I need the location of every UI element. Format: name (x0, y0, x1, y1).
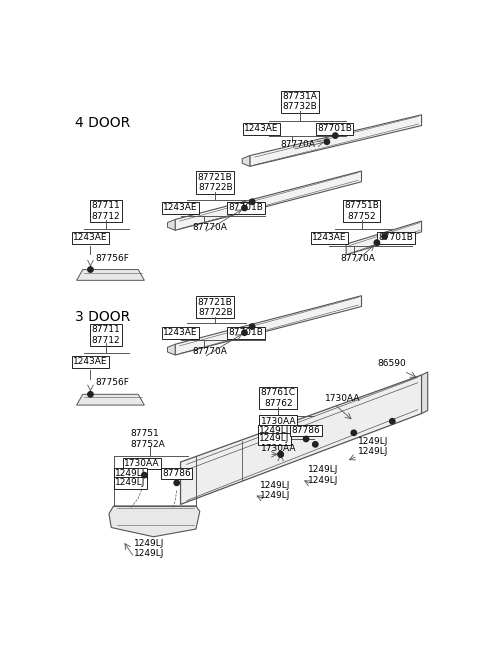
Text: 87751
87752A: 87751 87752A (131, 429, 165, 449)
Text: 87701B: 87701B (317, 124, 352, 133)
Text: 1730AA: 1730AA (261, 417, 296, 426)
Polygon shape (175, 171, 361, 231)
Text: 1249LJ
1249LJ: 1249LJ 1249LJ (260, 481, 290, 500)
Circle shape (88, 392, 93, 397)
Text: 1249LJ: 1249LJ (259, 434, 289, 443)
Text: 1249LJ: 1249LJ (115, 469, 146, 478)
Polygon shape (346, 221, 421, 255)
Circle shape (242, 205, 247, 211)
Text: 1243AE: 1243AE (73, 233, 108, 242)
Circle shape (333, 133, 338, 138)
Circle shape (382, 234, 387, 239)
Circle shape (250, 199, 255, 204)
Circle shape (390, 419, 395, 424)
Text: 1730AA: 1730AA (262, 443, 297, 453)
Text: 87701B: 87701B (228, 328, 264, 337)
Circle shape (303, 436, 309, 441)
Text: 87711
87712: 87711 87712 (92, 326, 120, 345)
Circle shape (312, 441, 318, 447)
Text: 87721B
87722B: 87721B 87722B (198, 297, 233, 317)
Polygon shape (168, 345, 175, 355)
Text: 1243AE: 1243AE (163, 328, 198, 337)
Circle shape (324, 139, 330, 145)
Text: 87756F: 87756F (96, 253, 130, 263)
Text: 86590: 86590 (377, 359, 406, 368)
Text: 87756F: 87756F (96, 378, 130, 387)
Text: 1243AE: 1243AE (163, 204, 198, 212)
Text: 87761C
87762: 87761C 87762 (261, 388, 296, 408)
Polygon shape (250, 115, 421, 166)
Text: 4 DOOR: 4 DOOR (75, 116, 130, 130)
Text: 1249LJ
1249LJ: 1249LJ 1249LJ (308, 466, 338, 485)
Polygon shape (175, 296, 361, 355)
Circle shape (88, 267, 93, 272)
Text: 1249LJ: 1249LJ (259, 426, 289, 435)
Text: 87731A
87732B: 87731A 87732B (282, 92, 317, 111)
Polygon shape (109, 506, 200, 536)
Text: 87770A: 87770A (341, 253, 375, 263)
Circle shape (278, 452, 283, 457)
Text: 87751B
87752: 87751B 87752 (344, 201, 379, 221)
Text: 1249LJ
1249LJ: 1249LJ 1249LJ (358, 437, 388, 457)
Polygon shape (180, 375, 421, 504)
Text: 87786: 87786 (292, 426, 321, 435)
Polygon shape (77, 270, 144, 280)
Polygon shape (77, 394, 144, 405)
Text: 1243AE: 1243AE (73, 358, 108, 366)
Circle shape (374, 240, 380, 246)
Text: 87711
87712: 87711 87712 (92, 201, 120, 221)
Polygon shape (421, 372, 428, 413)
Text: 87770A: 87770A (192, 347, 227, 356)
Text: 87701B: 87701B (228, 204, 264, 212)
Text: 87701B: 87701B (379, 233, 414, 242)
Text: 1730AA: 1730AA (124, 459, 160, 468)
Circle shape (351, 430, 357, 436)
Polygon shape (242, 156, 250, 166)
Text: 87786: 87786 (162, 469, 191, 478)
Text: 1243AE: 1243AE (244, 124, 279, 133)
Circle shape (242, 330, 247, 335)
Text: 87770A: 87770A (192, 223, 227, 232)
Text: 1730AA: 1730AA (325, 394, 361, 403)
Text: 1249LJ: 1249LJ (115, 478, 146, 487)
Circle shape (278, 452, 283, 457)
Text: 1243AE: 1243AE (312, 233, 347, 242)
Polygon shape (168, 219, 175, 231)
Circle shape (142, 472, 147, 478)
Circle shape (250, 324, 255, 329)
Text: 1249LJ
1249LJ: 1249LJ 1249LJ (134, 538, 165, 558)
Text: 87770A: 87770A (281, 140, 315, 149)
Circle shape (174, 480, 180, 485)
Text: 87721B
87722B: 87721B 87722B (198, 173, 233, 193)
Text: 3 DOOR: 3 DOOR (75, 310, 130, 324)
